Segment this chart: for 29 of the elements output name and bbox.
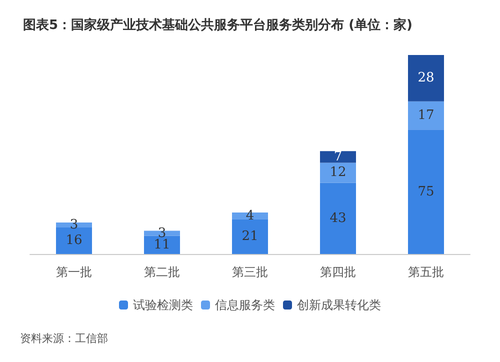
legend-label: 试验检测类 — [133, 298, 193, 312]
chart-title: 图表5：国家级产业技术基础公共服务平台服务类别分布 (单位：家) — [23, 17, 412, 33]
data-label: 4 — [246, 208, 254, 224]
bar — [320, 182, 356, 254]
bar — [408, 101, 444, 130]
legend-label: 创新成果转化类 — [297, 298, 381, 312]
bar — [320, 151, 356, 163]
bar — [144, 236, 180, 254]
bar — [232, 219, 268, 254]
data-label: 7 — [334, 149, 342, 164]
data-label: 28 — [418, 70, 434, 86]
legend-label: 信息服务类 — [215, 298, 275, 312]
data-label: 21 — [242, 229, 258, 244]
x-tick-label: 第四批 — [320, 265, 356, 279]
bar — [408, 130, 444, 254]
text: 资料来源：工信部 — [20, 332, 108, 345]
x-tick-label: 第一批 — [56, 265, 92, 279]
data-label: 43 — [330, 210, 346, 226]
data-label: 17 — [418, 108, 434, 124]
data-label: 75 — [418, 184, 434, 200]
x-tick-label: 第五批 — [408, 265, 444, 279]
x-tick-label: 第二批 — [144, 265, 180, 279]
bar — [408, 55, 444, 102]
data-label: 16 — [66, 233, 82, 248]
bar — [320, 162, 356, 183]
data-label: 12 — [330, 165, 346, 180]
data-label: 11 — [154, 237, 170, 252]
x-tick-label: 第三批 — [232, 265, 268, 279]
bar — [56, 227, 92, 254]
